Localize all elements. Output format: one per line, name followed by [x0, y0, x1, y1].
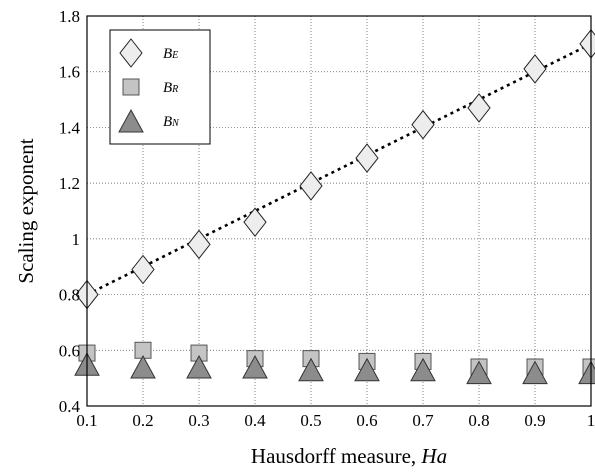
- plot-frame: [86, 15, 592, 407]
- triangle-point: [186, 354, 212, 379]
- triangle-point: [466, 360, 492, 385]
- y-tick-label: 1.4: [59, 118, 81, 137]
- y-tick-label: 0.8: [59, 286, 80, 305]
- y-tick-label: 0.6: [59, 341, 80, 360]
- x-tick-label: 0.3: [188, 411, 209, 430]
- triangle-point: [410, 357, 436, 382]
- diamond-point: [355, 143, 379, 173]
- legend: BE BR BN: [109, 29, 211, 145]
- x-tick-label: 0.8: [468, 411, 489, 430]
- x-tick-label: 0.7: [412, 411, 434, 430]
- triangle-point: [242, 354, 268, 379]
- diamond-point: [523, 54, 547, 84]
- y-tick-label: 0.4: [59, 397, 81, 416]
- diamond-point: [131, 254, 155, 285]
- x-tick-label: 0.9: [524, 411, 545, 430]
- fit-line-group: [86, 42, 592, 296]
- diamond-point: [299, 171, 323, 201]
- y-tick-label: 1.2: [59, 174, 80, 193]
- y-tick-label: 1.6: [59, 63, 80, 82]
- diamond-point: [243, 207, 267, 237]
- x-tick-label: 0.6: [356, 411, 377, 430]
- triangle-point: [298, 357, 324, 382]
- legend-label: BN: [163, 114, 180, 130]
- grid-lines: [87, 16, 591, 406]
- diamond-point: [411, 109, 435, 140]
- legend-triangle-icon: [118, 108, 144, 133]
- legend-square-icon: [122, 78, 140, 96]
- triangle-point: [522, 360, 548, 385]
- x-tick-label: 1: [587, 411, 595, 430]
- x-tick-labels: 0.1 0.2 0.3 0.4 0.5 0.6 0.7 0.8 0.9 1: [76, 411, 595, 430]
- y-tick-label: 1.8: [59, 7, 80, 26]
- x-axis-title-text: Hausdorff measure,: [251, 444, 421, 468]
- legend-diamond-icon: [119, 38, 143, 68]
- diamond-point: [579, 29, 595, 59]
- triangle-point: [130, 354, 156, 379]
- y-tick-label: 1: [72, 230, 81, 249]
- y-tick-labels: 0.4 0.6 0.8 1 1.2 1.4 1.6 1.8: [59, 7, 81, 416]
- triangle-point: [354, 357, 380, 382]
- x-axis-title-variable: Ha: [420, 444, 447, 468]
- fit-line: [86, 42, 592, 296]
- diamond-point: [187, 229, 211, 260]
- legend-label: BE: [163, 46, 178, 62]
- x-axis-title: Hausdorff measure, Ha: [251, 444, 447, 468]
- x-tick-label: 0.2: [132, 411, 153, 430]
- diamond-point: [467, 93, 491, 123]
- x-tick-label: 0.4: [244, 411, 266, 430]
- y-axis-title: Scaling exponent: [14, 138, 38, 283]
- x-tick-label: 0.1: [76, 411, 97, 430]
- x-tick-label: 0.5: [300, 411, 321, 430]
- legend-label: BR: [163, 80, 178, 96]
